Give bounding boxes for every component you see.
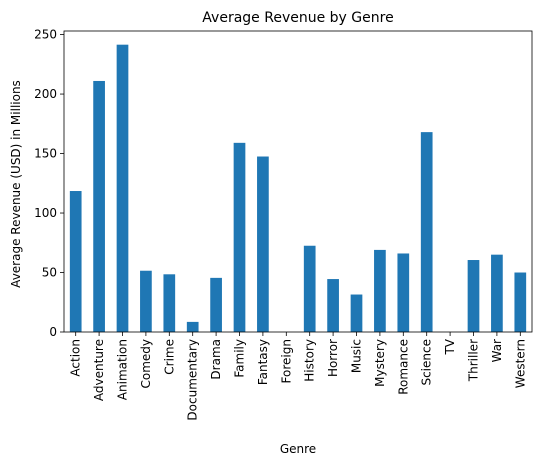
x-tick-label: War [490,339,504,362]
bar-horror [327,279,339,332]
bar-fantasy [257,156,269,332]
bar-drama [210,277,222,332]
bar-history [303,245,316,332]
x-tick-label: Horror [326,339,340,377]
bar-western [514,272,527,332]
x-tick-label: Action [69,339,83,377]
y-tick-label: 100 [34,206,57,220]
x-tick-label: Drama [209,339,223,380]
bar-science [420,132,433,332]
x-tick-label: Western [513,339,527,388]
bar-crime [163,274,176,332]
x-tick-label: Mystery [373,339,387,387]
x-tick-label: Romance [396,339,410,395]
plot-frame [63,30,533,333]
y-tick-label: 50 [42,266,57,280]
x-tick-label: Music [350,339,364,373]
bar-adventure [93,80,105,332]
x-tick-label: Comedy [139,339,153,389]
y-tick-label: 250 [34,28,57,42]
bar-documentary [186,321,199,332]
x-axis-ticks: Action Adventure Animation Comedy Crime Docum… [69,332,527,421]
y-axis-label: Average Revenue (USD) in Millions [9,80,23,288]
bar-animation [116,44,129,332]
x-axis-label: Genre [280,442,316,456]
x-tick-label: Crime [162,339,176,375]
x-tick-label: Animation [116,339,130,400]
x-tick-label: Science [420,339,434,386]
x-tick-label: Adventure [92,339,106,401]
x-tick-label: TV [443,338,457,355]
x-tick-label: Documentary [186,339,200,421]
bar-war [491,254,503,332]
bar-music [350,294,363,332]
bars-group [69,44,527,332]
x-tick-label: Foreign [279,339,293,383]
chart-title: Average Revenue by Genre [202,10,393,26]
x-tick-label: Family [233,339,247,378]
bar-romance [397,253,410,332]
x-tick-label: Thriller [467,339,481,382]
bar-thriller [467,260,480,332]
bar-action [69,191,82,332]
y-axis-ticks: 0 50 100 150 200 250 [34,28,64,339]
bar-family [233,142,246,332]
y-tick-label: 150 [34,147,57,161]
y-tick-label: 200 [34,87,57,101]
x-tick-label: Fantasy [256,339,270,385]
bar-comedy [140,270,152,332]
y-tick-label: 0 [49,325,57,339]
bar-mystery [374,249,386,332]
x-tick-label: History [303,339,317,382]
